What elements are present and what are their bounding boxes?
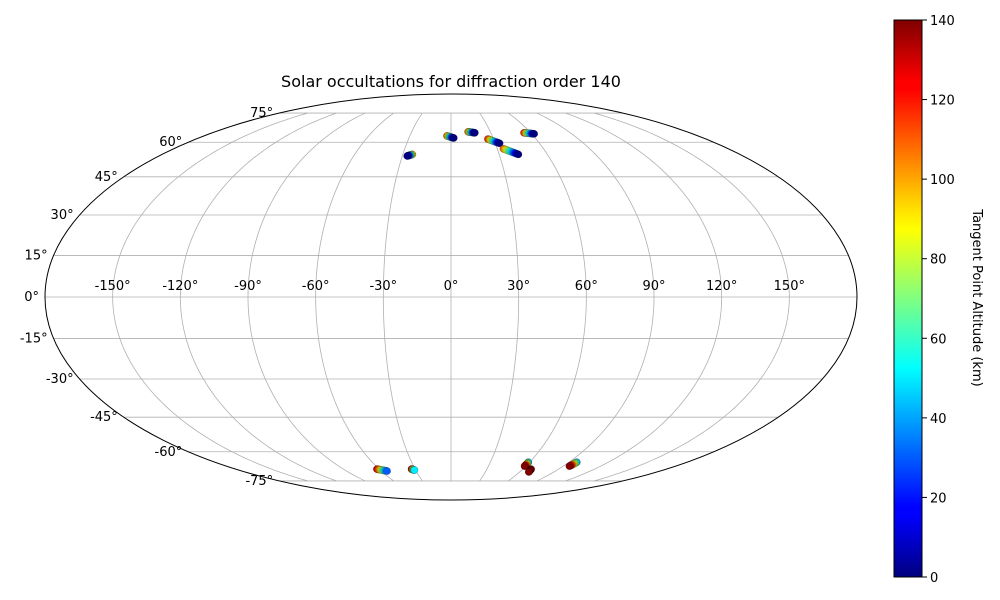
meridian-line (508, 112, 587, 482)
latitude-tick-label: 30° (51, 208, 74, 223)
latitude-tick-label: -75° (245, 474, 273, 489)
occultation-track (520, 458, 533, 471)
meridian-line (112, 112, 308, 482)
longitude-tick-label: 90° (642, 279, 665, 294)
colorbar-label: Tangent Point Altitude (km) (969, 208, 984, 386)
occultation-track (373, 465, 391, 475)
latitude-tick-label: -30° (46, 372, 74, 387)
meridian-line (179, 112, 337, 482)
latitude-tick-label: -45° (90, 410, 118, 425)
occultation-points (373, 127, 581, 476)
longitude-tick-label: -30° (369, 279, 397, 294)
latitude-tick-label: 45° (95, 170, 118, 185)
longitude-tick-label: 60° (575, 279, 598, 294)
longitude-tick-label: 120° (706, 279, 737, 294)
meridian-line (565, 112, 723, 482)
chart-title: Solar occultations for diffraction order… (281, 72, 621, 91)
meridian-line (479, 112, 520, 482)
longitude-tick-labels: -150° -120° -90° -60° -30° 0° 30° 60° 90° 120° 150… (95, 279, 805, 294)
colorbar-tick-label: 20 (930, 491, 947, 506)
occultation-track (520, 129, 539, 138)
occultation-track (407, 465, 419, 474)
occultation-track (565, 458, 581, 471)
graticule-grid (45, 112, 857, 482)
meridian-line (315, 112, 394, 482)
latitude-tick-label: 15° (25, 248, 48, 263)
occultation-track (484, 135, 504, 148)
colorbar-tick-label: 100 (930, 173, 955, 188)
colorbar-tick-label: 60 (930, 332, 947, 347)
colorbar-tick-label: 80 (930, 253, 947, 268)
occultation-point (383, 467, 391, 475)
colorbar: 0 20 40 60 80 100 120 140 Tangent Point Altitud… (893, 14, 984, 586)
colorbar-tick-label: 120 (930, 94, 955, 109)
occultation-point (524, 468, 533, 476)
latitude-tick-label: -15° (20, 332, 48, 347)
occultation-point (514, 150, 523, 159)
latitude-tick-label: -60° (155, 445, 183, 460)
latitude-tick-label: 60° (159, 135, 182, 150)
latitude-tick-label: 75° (250, 106, 273, 121)
longitude-tick-label: -150° (95, 279, 131, 294)
colorbar-gradient (893, 19, 923, 578)
occultation-point (410, 466, 419, 474)
colorbar-tick-label: 40 (930, 412, 947, 427)
occultation-track (499, 144, 523, 159)
longitude-tick-label: 0° (444, 279, 459, 294)
occultation-point (403, 152, 411, 160)
colorbar-tick-label: 0 (930, 571, 938, 586)
occultation-point (449, 134, 458, 142)
longitude-tick-label: 30° (507, 279, 530, 294)
colorbar-tick-label: 140 (930, 14, 955, 29)
map-boundary (44, 93, 858, 501)
occultation-track (443, 132, 458, 142)
longitude-tick-label: -90° (234, 279, 262, 294)
occultation-point (565, 462, 574, 471)
colorbar-ticks: 0 20 40 60 80 100 120 140 (922, 14, 955, 586)
longitude-tick-label: 150° (774, 279, 805, 294)
longitude-tick-label: -60° (302, 279, 330, 294)
occultation-point (471, 129, 479, 137)
mollweide-map: -150° -120° -90° -60° -30° 0° 30° 60° 90° 120° 150… (20, 93, 858, 501)
meridian-line (247, 112, 366, 482)
meridian-line (536, 112, 655, 482)
occultation-point (520, 462, 529, 471)
meridian-line (382, 112, 423, 482)
occultation-point (495, 139, 504, 148)
meridian-line (594, 112, 790, 482)
occultation-track (464, 127, 479, 137)
occultation-track (524, 465, 535, 476)
occultation-track (403, 150, 417, 160)
longitude-tick-label: -120° (162, 279, 198, 294)
latitude-tick-label: 0° (24, 290, 39, 305)
occultation-point (530, 130, 539, 138)
latitude-tick-labels: 75° 60° 45° 30° 15° 0° -15° -30° -45° -60° -75° (20, 106, 273, 489)
